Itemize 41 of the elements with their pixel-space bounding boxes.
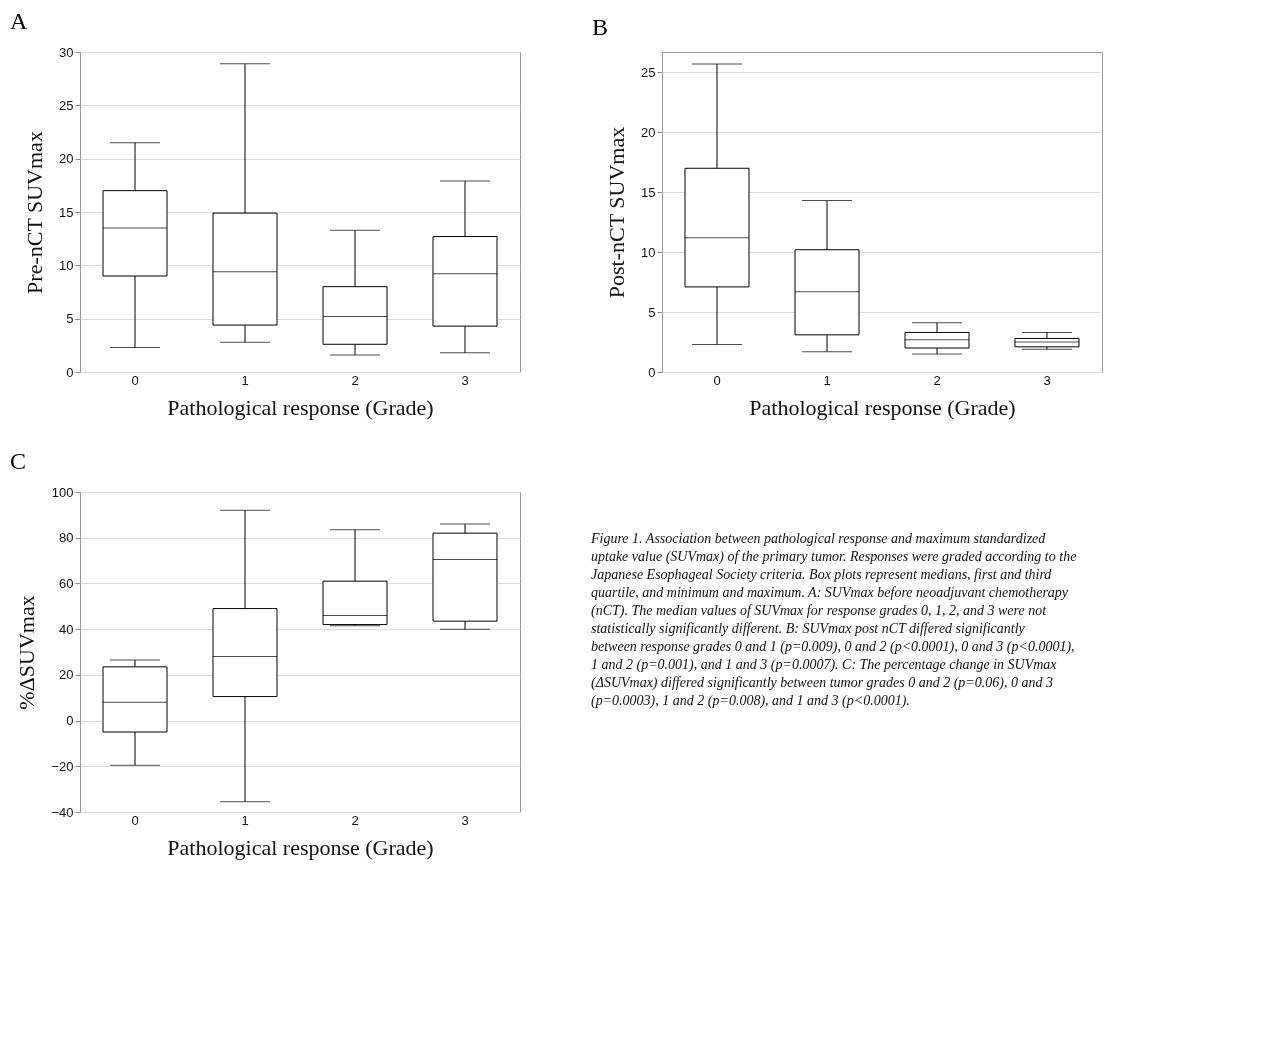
- y-tick-label: −40: [51, 804, 74, 820]
- x-axis-title: Pathological response (Grade): [167, 394, 434, 420]
- y-tick-label: 0: [66, 713, 74, 729]
- y-tick-label: 25: [59, 97, 74, 113]
- x-tick-label: 2: [351, 812, 359, 828]
- x-tick-label: 3: [461, 812, 469, 828]
- y-tick-label: 80: [59, 530, 74, 546]
- y-axis-title: %ΔSUVmax: [14, 595, 40, 710]
- y-tick-label: 20: [59, 151, 74, 167]
- y-tick-label: 15: [59, 204, 74, 220]
- y-tick-label: 60: [59, 575, 74, 591]
- x-tick-label: 1: [241, 812, 249, 828]
- x-tick-label: 3: [1043, 372, 1051, 388]
- text: Figure 1. Association between pathological response and maximum standardized uptake value (SUVmax) of the primary tumor. Responses were graded according to the Japanese Esophageal Society criteria. Box plots represent medians, first and third quartile, and minimum and maximum. A: SUVmax before neoadjuvant chemotherapy (nCT). The median values of SUVmax for response grades 0, 1, 2, and 3 were not statistically significantly different. B: SUVmax post nCT differed significantly between response grades 0 and 1 (p=0.009), 0 and 2 (p<0.0001), 0 and 3 (p<0.0001), 1 and 2 (p=0.001), and 1 and 3 (p=0.0007). C: The percentage change in SUVmax (ΔSUVmax) differed significantly between tumor grades 0 and 2 (p=0.06), 0 and 3 (p=0.0003), 1 and 2 (p=0.008), and 1 and 3 (p<0.0001).: [591, 531, 1077, 708]
- y-tick-label: 5: [648, 304, 656, 320]
- y-tick-label: 30: [59, 44, 74, 60]
- y-tick-label: 25: [641, 64, 656, 80]
- y-tick-label: 20: [59, 667, 74, 683]
- y-tick-label: −20: [51, 758, 74, 774]
- x-tick-label: 1: [823, 372, 831, 388]
- y-tick-label: 10: [59, 257, 74, 273]
- y-tick-label: 5: [66, 311, 74, 327]
- y-tick-label: 100: [51, 484, 74, 500]
- x-tick-label: 0: [131, 372, 139, 388]
- x-axis-title: Pathological response (Grade): [749, 394, 1016, 420]
- y-axis-title: Post-nCT SUVmax: [604, 126, 630, 299]
- y-tick-label: 15: [641, 184, 656, 200]
- chart-title: B: [592, 14, 609, 40]
- y-axis-title: Pre-nCT SUVmax: [22, 131, 48, 294]
- chart-title: A: [10, 8, 28, 34]
- chart-title: C: [10, 448, 27, 474]
- x-tick-label: 0: [713, 372, 721, 388]
- x-tick-label: 3: [461, 372, 469, 388]
- x-axis-title: Pathological response (Grade): [167, 834, 434, 860]
- x-tick-label: 1: [241, 372, 249, 388]
- y-tick-label: 40: [59, 621, 74, 637]
- x-tick-label: 2: [933, 372, 941, 388]
- x-tick-label: 2: [351, 372, 359, 388]
- y-tick-label: 20: [641, 124, 656, 140]
- y-tick-label: 10: [641, 244, 656, 260]
- x-tick-label: 0: [131, 812, 139, 828]
